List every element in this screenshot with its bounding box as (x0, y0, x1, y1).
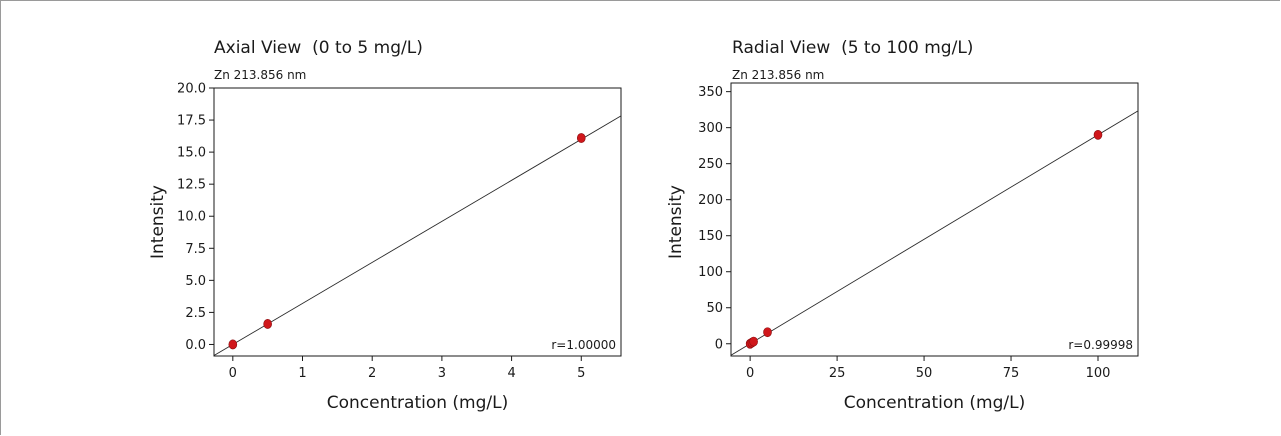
y-tick-label: 200 (698, 193, 723, 208)
x-tick-label: 100 (1086, 366, 1111, 381)
radial-view-chart: Radial View (5 to 100 mg/L) Zn 213.856 n… (666, 38, 1139, 413)
chart-title: Radial View (5 to 100 mg/L) (732, 38, 973, 58)
plot-area (730, 82, 1139, 357)
data-point (263, 319, 272, 329)
x-tick-label: 5 (577, 366, 585, 381)
correlation-label: r=1.00000 (551, 338, 616, 352)
x-tick-label: 50 (916, 366, 933, 381)
y-tick-label: 0 (715, 337, 723, 352)
x-tick-label: 25 (829, 366, 846, 381)
y-tick-label: 7.5 (185, 242, 206, 257)
chart-subtitle: Zn 213.856 nm (732, 68, 824, 82)
x-axis-label: Concentration (mg/L) (844, 393, 1025, 413)
y-tick-label: 50 (706, 301, 723, 316)
chart-subtitle: Zn 213.856 nm (214, 68, 306, 82)
x-tick-label: 75 (1003, 366, 1020, 381)
x-tick-label: 3 (438, 366, 446, 381)
y-tick-label: 100 (698, 265, 723, 280)
data-point (763, 327, 772, 338)
data-point (228, 339, 238, 350)
data-point (1093, 129, 1103, 140)
x-axis-label: Concentration (mg/L) (327, 393, 508, 413)
fit-line (213, 115, 622, 356)
y-tick-label: 350 (698, 85, 723, 100)
y-tick-label: 12.5 (177, 178, 206, 193)
x-tick-label: 4 (507, 366, 515, 381)
y-tick-label: 5.0 (185, 274, 206, 289)
y-tick-label: 300 (698, 121, 723, 136)
plot-area (213, 87, 622, 357)
correlation-label: r=0.99998 (1068, 338, 1133, 352)
x-tick-label: 2 (368, 366, 376, 381)
y-tick-label: 10.0 (177, 210, 206, 225)
y-tick-label: 2.5 (185, 306, 206, 321)
data-point (749, 336, 758, 347)
data-point (576, 133, 586, 143)
axial-view-chart: Axial View (0 to 5 mg/L) Zn 213.856 nm 0… (148, 38, 622, 413)
y-tick-label: 20.0 (177, 82, 206, 97)
x-tick-label: 1 (298, 366, 306, 381)
y-tick-label: 15.0 (177, 146, 206, 161)
fit-line (730, 110, 1139, 356)
y-tick-label: 150 (698, 229, 723, 244)
y-axis-label: Intensity (148, 185, 168, 259)
x-tick-label: 0 (746, 366, 754, 381)
y-tick-label: 250 (698, 157, 723, 172)
y-tick-label: 17.5 (177, 114, 206, 129)
y-tick-label: 0.0 (185, 338, 206, 353)
x-tick-label: 0 (229, 366, 237, 381)
y-axis-label: Intensity (666, 185, 686, 259)
chart-title: Axial View (0 to 5 mg/L) (214, 38, 423, 58)
